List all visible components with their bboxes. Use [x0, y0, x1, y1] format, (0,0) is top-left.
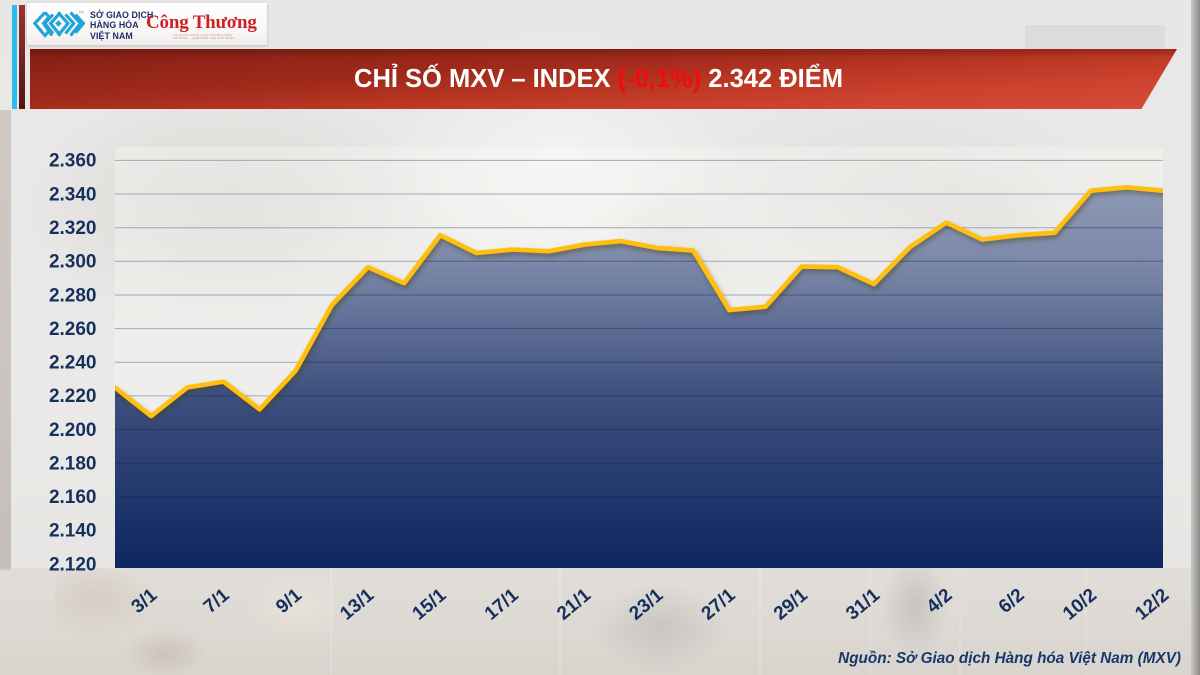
svg-text:10/2: 10/2	[1059, 585, 1101, 625]
svg-text:4/2: 4/2	[923, 585, 957, 618]
svg-text:3/1: 3/1	[128, 584, 162, 617]
svg-text:29/1: 29/1	[770, 584, 812, 624]
svg-text:23/1: 23/1	[625, 584, 667, 624]
svg-text:31/1: 31/1	[842, 584, 884, 624]
svg-text:2.140: 2.140	[49, 521, 97, 542]
svg-text:2.180: 2.180	[49, 454, 97, 475]
svg-text:2.280: 2.280	[49, 285, 97, 306]
svg-text:9/1: 9/1	[272, 584, 306, 617]
svg-text:2.220: 2.220	[49, 386, 97, 407]
svg-text:2.360: 2.360	[49, 151, 97, 172]
svg-text:2.340: 2.340	[49, 184, 97, 205]
svg-text:17/1: 17/1	[481, 584, 523, 624]
svg-text:2.260: 2.260	[49, 319, 97, 340]
svg-text:21/1: 21/1	[553, 584, 595, 624]
svg-text:27/1: 27/1	[698, 584, 740, 624]
svg-text:12/2: 12/2	[1131, 585, 1173, 625]
svg-text:2.160: 2.160	[49, 487, 97, 508]
svg-text:2.240: 2.240	[49, 353, 97, 374]
svg-text:15/1: 15/1	[409, 584, 451, 624]
svg-text:6/2: 6/2	[995, 585, 1029, 618]
svg-text:2.320: 2.320	[49, 218, 97, 239]
svg-text:2.300: 2.300	[49, 252, 97, 273]
svg-text:2.120: 2.120	[49, 554, 97, 575]
svg-text:Nguồn: Sở Giao dịch Hàng hóa V: Nguồn: Sở Giao dịch Hàng hóa Việt Nam (M…	[838, 650, 1181, 667]
svg-text:7/1: 7/1	[200, 584, 234, 617]
svg-text:2.200: 2.200	[49, 420, 97, 441]
svg-text:13/1: 13/1	[336, 584, 378, 624]
